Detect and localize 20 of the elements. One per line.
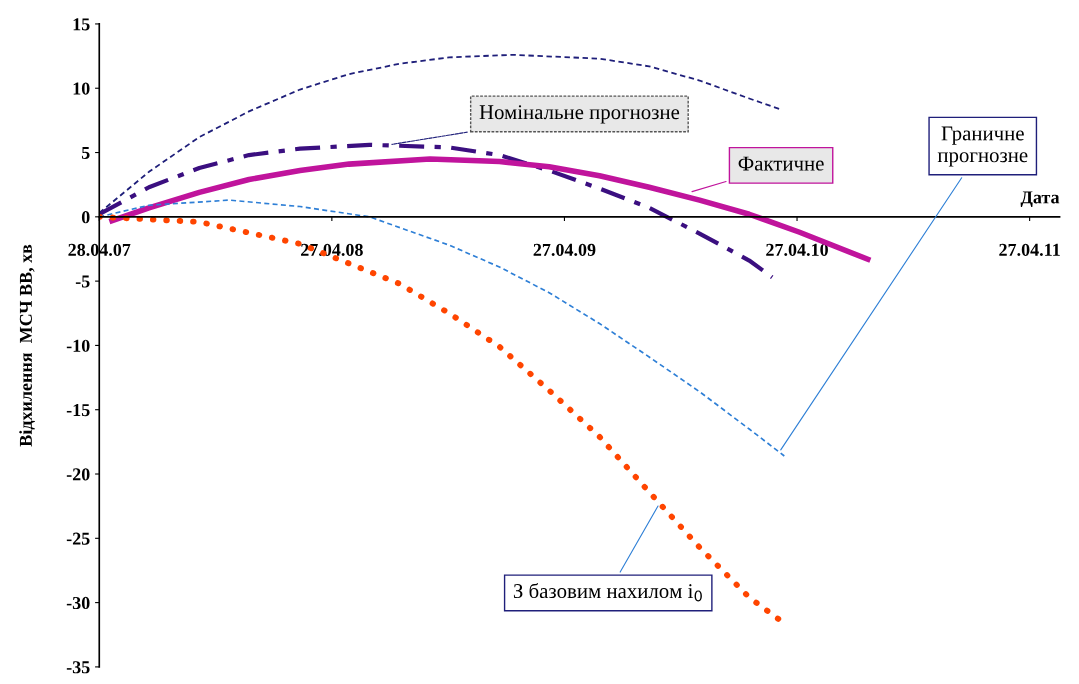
y-tick-label: 10: [73, 82, 90, 95]
annotation: Фактичне: [738, 156, 824, 171]
annotation: З базовим нахилом i$_{0}$: [513, 582, 702, 602]
y-tick-label: -5: [75, 275, 90, 288]
y-tick-label: 15: [73, 18, 90, 31]
annotation: Граничне прогнозне: [937, 126, 1028, 167]
y-tick-label: -25: [66, 532, 90, 545]
annotation: Номінальне прогнозне: [479, 105, 680, 124]
y-tick-label: -35: [66, 661, 90, 674]
y-tick-label: -15: [66, 404, 90, 417]
x-tick-label: 27.04.09: [533, 243, 596, 256]
y-axis-title: Відхилення МСЧ ВВ, хв: [19, 244, 35, 447]
y-tick-label: -10: [66, 339, 90, 352]
x-axis-title: Дата: [1020, 191, 1060, 208]
x-tick-label: 27.04.11: [999, 243, 1060, 256]
x-tick-label: 27.04.10: [766, 243, 828, 256]
y-tick-label: -20: [66, 468, 90, 481]
y-tick-label: 5: [81, 146, 90, 159]
y-tick-label: -30: [66, 596, 90, 610]
y-tick-label: 0: [81, 211, 90, 224]
